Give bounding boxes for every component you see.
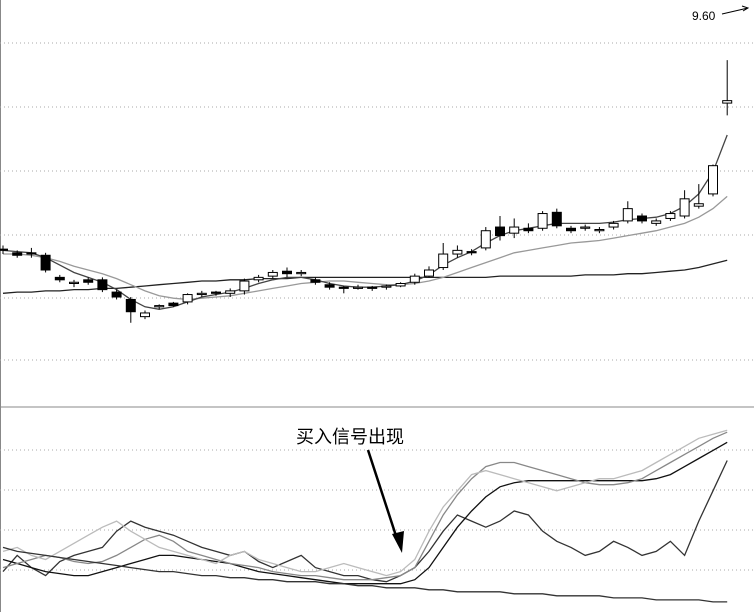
candle-body — [338, 286, 349, 289]
candle-body — [466, 251, 477, 254]
candle-body — [580, 226, 591, 229]
candle-body — [566, 227, 576, 232]
candle-body — [665, 213, 676, 219]
annotation: 买入信号出现 — [296, 427, 404, 447]
candle-body — [196, 292, 207, 296]
candle-body — [168, 302, 179, 307]
candle-body — [409, 275, 420, 283]
line — [2, 429, 728, 577]
candle-body — [211, 291, 221, 294]
candle-body — [424, 269, 434, 277]
candle-body — [651, 220, 662, 224]
line — [2, 259, 728, 294]
candle-body — [282, 270, 292, 275]
candle-body — [452, 249, 463, 255]
candle-body — [622, 208, 633, 222]
candle-body — [111, 291, 122, 298]
candle-body — [26, 252, 37, 255]
candle-body — [267, 271, 278, 277]
candle-body — [310, 279, 321, 283]
candle-body — [140, 312, 150, 318]
candle-body — [381, 285, 392, 288]
candle-body — [182, 294, 193, 303]
candle-body — [722, 100, 733, 104]
candle-body — [12, 252, 23, 256]
candle-body — [324, 284, 335, 288]
candle-body — [708, 165, 718, 195]
candle-body — [253, 276, 264, 281]
candle-body — [551, 211, 562, 227]
candle-body — [495, 226, 505, 237]
candle-body — [69, 281, 79, 285]
candle-body — [353, 286, 363, 289]
max-price-label: 9.60 — [692, 9, 716, 23]
candle-body — [54, 276, 65, 281]
candle-body — [395, 283, 406, 287]
line — [2, 134, 728, 310]
candle-body — [125, 298, 136, 313]
candle-body — [296, 271, 307, 275]
candle-body — [509, 226, 520, 234]
candle-body — [693, 203, 704, 207]
candle-body — [83, 279, 94, 283]
candle-body — [154, 305, 165, 308]
line — [2, 431, 728, 581]
candle-body — [40, 254, 51, 271]
annotation-arrow — [366, 449, 400, 543]
candle-body — [480, 230, 491, 249]
candle-body — [537, 213, 548, 229]
max-price-arrow — [721, 5, 750, 15]
candle-body — [367, 286, 378, 289]
annotation-arrowhead — [392, 531, 404, 553]
candle-body — [594, 229, 605, 232]
line — [3, 195, 728, 301]
candle-body — [438, 253, 449, 269]
candle-body — [0, 248, 8, 251]
candle-body — [239, 280, 250, 292]
candle-body — [608, 222, 619, 228]
line — [2, 441, 728, 585]
candle-body — [225, 290, 236, 294]
candle-body — [97, 279, 108, 291]
candle-body — [637, 215, 647, 222]
line — [2, 546, 728, 603]
candle-body — [523, 227, 534, 232]
candle-body — [679, 198, 690, 217]
